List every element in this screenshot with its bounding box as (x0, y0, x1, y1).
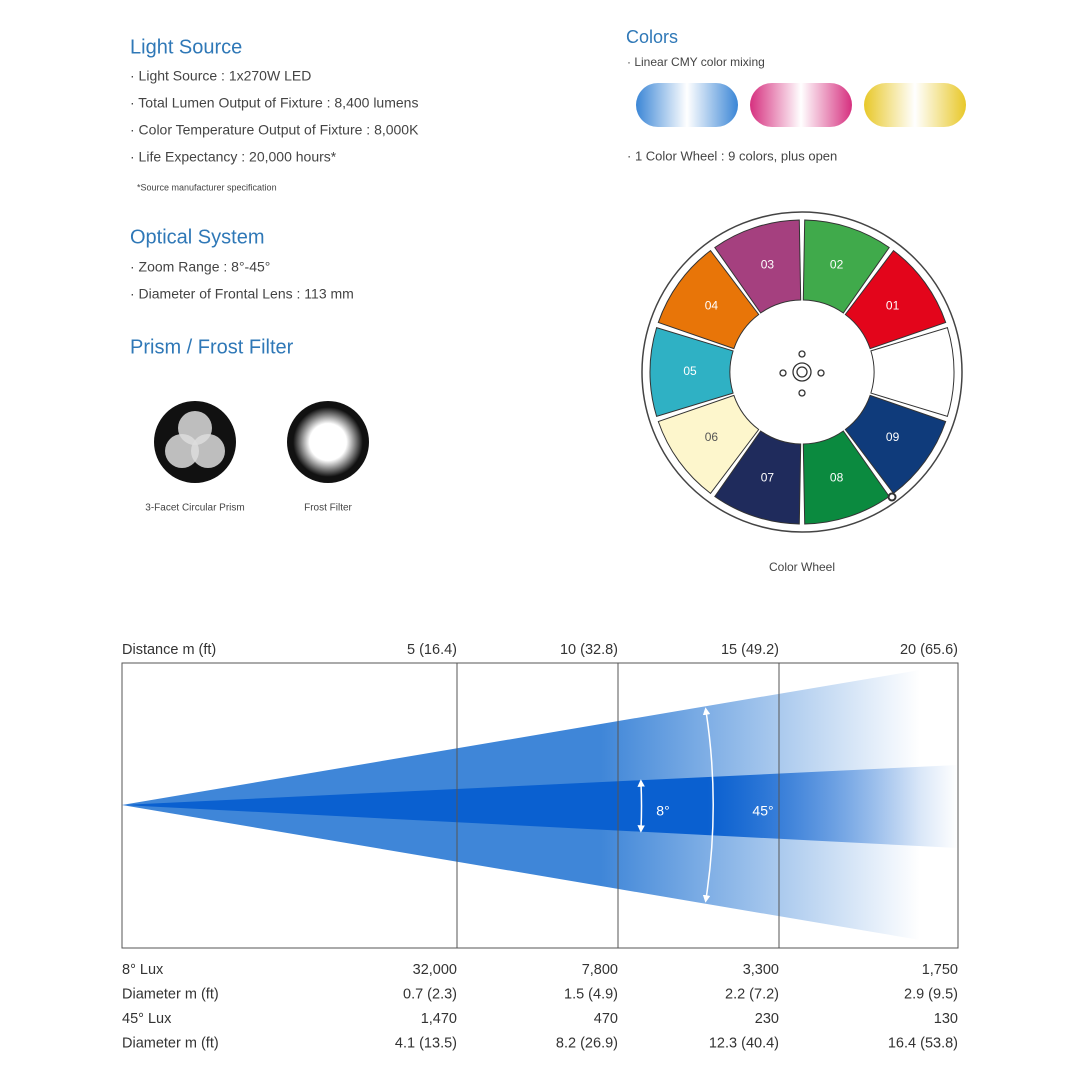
item: · Color Temperature Output of Fixture : … (130, 122, 419, 138)
cell: 1.5 (4.9) (564, 986, 618, 1002)
color-slot (657, 394, 760, 495)
cell: 16.4 (53.8) (888, 1035, 958, 1051)
slot-label: 06 (705, 430, 719, 444)
cell: 7,800 (582, 962, 618, 978)
cell: 130 (934, 1011, 958, 1027)
distance: 20 (65.6) (900, 642, 958, 658)
color-slot (802, 219, 890, 314)
header-label: Distance m (ft) (122, 642, 216, 658)
angle-arc (702, 707, 714, 903)
frame (121, 662, 959, 949)
color-slot (657, 249, 760, 350)
cell: 230 (755, 1011, 779, 1027)
color-slot (649, 326, 734, 418)
yellow-gradient (864, 83, 966, 127)
angle-label: 8° (656, 803, 669, 819)
cell: 4.1 (13.5) (395, 1035, 457, 1051)
cyan-gradient (636, 83, 738, 127)
section-title: Light Source (130, 36, 242, 58)
slot-label: 04 (705, 298, 719, 312)
row-label: 45° Lux (122, 1011, 172, 1027)
cell: 3,300 (743, 962, 779, 978)
prism-icon (154, 401, 236, 483)
icon-label: Frost Filter (304, 503, 352, 514)
cell: 2.2 (7.2) (725, 986, 779, 1002)
row-label: Diameter m (ft) (122, 1035, 219, 1051)
section-title: Colors (626, 27, 678, 47)
color-slot (714, 430, 802, 525)
distance: 10 (32.8) (560, 642, 618, 658)
item: · Linear CMY color mixing (627, 55, 765, 69)
distance: 15 (49.2) (721, 642, 779, 658)
beam-8 (122, 765, 958, 848)
cell: 32,000 (413, 962, 457, 978)
slot-label: 09 (886, 430, 900, 444)
item: · Life Expectancy : 20,000 hours* (130, 149, 337, 165)
note: *Source manufacturer specification (137, 182, 277, 192)
cell: 8.2 (26.9) (556, 1035, 618, 1051)
item: · Zoom Range : 8°-45° (130, 259, 270, 275)
slot-label: 02 (830, 258, 844, 272)
wheel-slots: 01 02 03 04 05 06 07 08 09 (649, 219, 955, 525)
cell: 2.9 (9.5) (904, 986, 958, 1002)
item: · Diameter of Frontal Lens : 113 mm (130, 286, 354, 302)
magenta-gradient (750, 83, 852, 127)
color-slot (714, 219, 802, 314)
slot-label: 03 (761, 258, 775, 272)
cell: 470 (594, 1011, 618, 1027)
item: · Total Lumen Output of Fixture : 8,400 … (130, 95, 418, 111)
frost-icon (287, 401, 369, 483)
item: · Light Source : 1x270W LED (130, 68, 311, 84)
wheel-hub (779, 350, 897, 502)
cell: 1,750 (922, 962, 958, 978)
angle-label: 45° (752, 803, 773, 819)
icon-label: 3-Facet Circular Prism (145, 503, 244, 514)
slot-label: 07 (761, 471, 775, 485)
slot-label: 05 (683, 364, 697, 378)
distance: 5 (16.4) (407, 642, 457, 658)
beam-diagram: 8° 45° (121, 662, 959, 949)
section-title: Optical System (130, 226, 264, 248)
section-title: Prism / Frost Filter (130, 336, 294, 358)
row-label: 8° Lux (122, 962, 164, 978)
cell: 0.7 (2.3) (403, 986, 457, 1002)
cell: 12.3 (40.4) (709, 1035, 779, 1051)
color-slot (844, 249, 947, 350)
slot-label: 08 (830, 471, 844, 485)
cell: 1,470 (421, 1011, 457, 1027)
caption: Color Wheel (769, 560, 835, 574)
angle-arc (637, 779, 645, 833)
row-label: Diameter m (ft) (122, 986, 219, 1002)
item: · 1 Color Wheel : 9 colors, plus open (627, 148, 837, 163)
open-slot (870, 326, 955, 418)
slot-label: 01 (886, 298, 900, 312)
color-slot (802, 430, 890, 525)
